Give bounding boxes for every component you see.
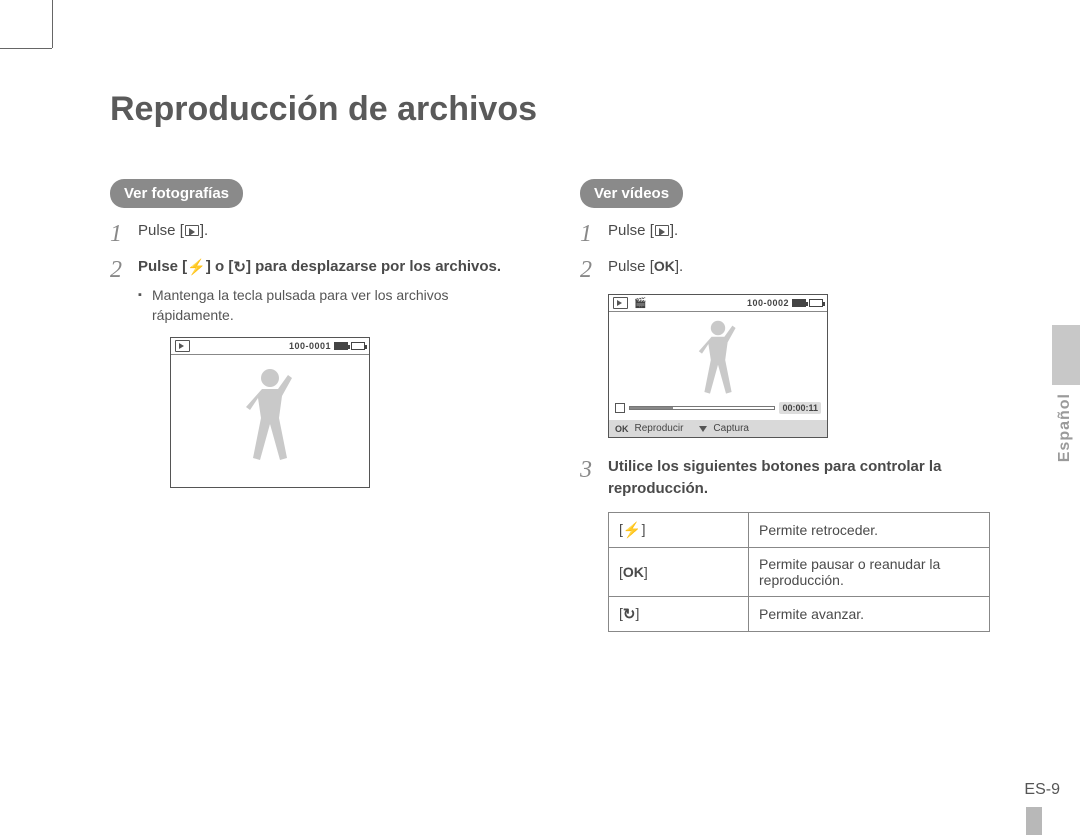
text: Pulse [ xyxy=(608,258,654,275)
language-label: Español xyxy=(1056,393,1074,462)
playback-icon xyxy=(175,340,190,352)
table-row: [OK] Permite pausar o reanudar la reprod… xyxy=(609,547,990,596)
flash-icon: ⚡ xyxy=(623,521,642,539)
section-tab-videos: Ver vídeos xyxy=(580,179,683,208)
file-counter: 100-0001 xyxy=(289,341,331,351)
col-photos: Ver fotografías 1 Pulse []. 2 Pulse [⚡] … xyxy=(110,179,520,632)
battery-icon xyxy=(351,342,365,350)
figure-photo: 100-0001 xyxy=(170,337,370,488)
table-row: [⚡] Permite retroceder. xyxy=(609,512,990,547)
crop-mark-vertical xyxy=(52,0,53,48)
text: Pulse [ xyxy=(138,222,184,239)
desc-cell: Permite pausar o reanudar la reproducció… xyxy=(749,547,990,596)
down-icon xyxy=(699,426,707,432)
step-number: 1 xyxy=(110,220,138,246)
step-text: Utilice los siguientes botones para cont… xyxy=(608,456,990,500)
file-counter: 100-0002 xyxy=(747,298,789,308)
key-cell: [⚡] xyxy=(609,512,749,547)
photos-step-1: 1 Pulse []. xyxy=(110,220,520,246)
figure-body xyxy=(171,355,369,487)
text: ]. xyxy=(675,258,683,275)
section-tab-photos: Ver fotografías xyxy=(110,179,243,208)
ok-icon: OK xyxy=(654,258,675,274)
elapsed-time: 00:00:11 xyxy=(779,402,821,414)
step-number: 1 xyxy=(580,220,608,246)
col-videos: Ver vídeos 1 Pulse []. 2 Pulse [OK]. 🎬 xyxy=(580,179,990,632)
playback-icon xyxy=(655,225,669,236)
text: ] o [ xyxy=(206,258,234,275)
bullet: ▪ Mantenga la tecla pulsada para ver los… xyxy=(138,285,520,326)
photos-step-2: 2 Pulse [⚡] o [↻] para desplazarse por l… xyxy=(110,256,520,325)
columns: Ver fotografías 1 Pulse []. 2 Pulse [⚡] … xyxy=(110,179,990,632)
play-label: Reproducir xyxy=(635,423,684,434)
desc-cell: Permite avanzar. xyxy=(749,596,990,631)
playback-icon xyxy=(185,225,199,236)
battery-icon xyxy=(809,299,823,307)
ok-icon: OK xyxy=(623,564,644,580)
memory-icon xyxy=(792,299,806,307)
text: ]. xyxy=(200,222,208,239)
step-number: 3 xyxy=(580,456,608,500)
timer-icon: ↻ xyxy=(623,605,636,623)
stop-icon xyxy=(615,403,625,413)
bullet-text: Mantenga la tecla pulsada para ver los a… xyxy=(152,285,520,326)
desc-cell: Permite retroceder. xyxy=(749,512,990,547)
controls-table: [⚡] Permite retroceder. [OK] Permite pau… xyxy=(608,512,990,632)
key-cell: [OK] xyxy=(609,547,749,596)
bullet-marker: ▪ xyxy=(138,285,152,326)
playback-icon xyxy=(613,297,628,309)
ok-label: OK xyxy=(615,424,629,434)
figure-body: 00:00:11 xyxy=(609,312,827,420)
language-side-tab: Español xyxy=(1052,325,1080,462)
tab-marker xyxy=(1052,325,1080,385)
step-number: 2 xyxy=(110,256,138,325)
figure-topbar: 100-0001 xyxy=(171,338,369,355)
timer-icon: ↻ xyxy=(233,257,246,279)
page-number: ES-9 xyxy=(1024,781,1060,799)
text: ] para desplazarse por los archivos. xyxy=(246,258,501,275)
step-text: Pulse []. xyxy=(608,220,678,246)
silhouette-icon xyxy=(235,363,305,483)
videos-step-3: 3 Utilice los siguientes botones para co… xyxy=(580,456,990,500)
step-text: Pulse [OK]. xyxy=(608,256,683,282)
table-row: [↻] Permite avanzar. xyxy=(609,596,990,631)
figure-topbar: 🎬 100-0002 xyxy=(609,295,827,312)
capture-label: Captura xyxy=(713,423,749,434)
silhouette-icon xyxy=(690,316,746,412)
seek-bar: 00:00:11 xyxy=(615,402,821,414)
page-number-bar xyxy=(1026,807,1042,835)
videos-step-1: 1 Pulse []. xyxy=(580,220,990,246)
step-text: Pulse [⚡] o [↻] para desplazarse por los… xyxy=(138,256,520,325)
crop-mark-horizontal xyxy=(0,48,52,49)
figure-video: 🎬 100-0002 00:00:11 xyxy=(608,294,828,438)
page-content: Reproducción de archivos Ver fotografías… xyxy=(110,90,990,632)
text: Pulse [ xyxy=(608,222,654,239)
video-icon: 🎬 xyxy=(634,298,647,309)
progress-track xyxy=(629,406,775,410)
text: ]. xyxy=(670,222,678,239)
page-title: Reproducción de archivos xyxy=(110,90,990,129)
text: Pulse [ xyxy=(138,258,187,275)
step-text: Pulse []. xyxy=(138,220,208,246)
flash-icon: ⚡ xyxy=(187,257,206,279)
figure-bottombar: OK Reproducir Captura xyxy=(609,420,827,437)
videos-step-2: 2 Pulse [OK]. xyxy=(580,256,990,282)
key-cell: [↻] xyxy=(609,596,749,631)
memory-icon xyxy=(334,342,348,350)
step-number: 2 xyxy=(580,256,608,282)
